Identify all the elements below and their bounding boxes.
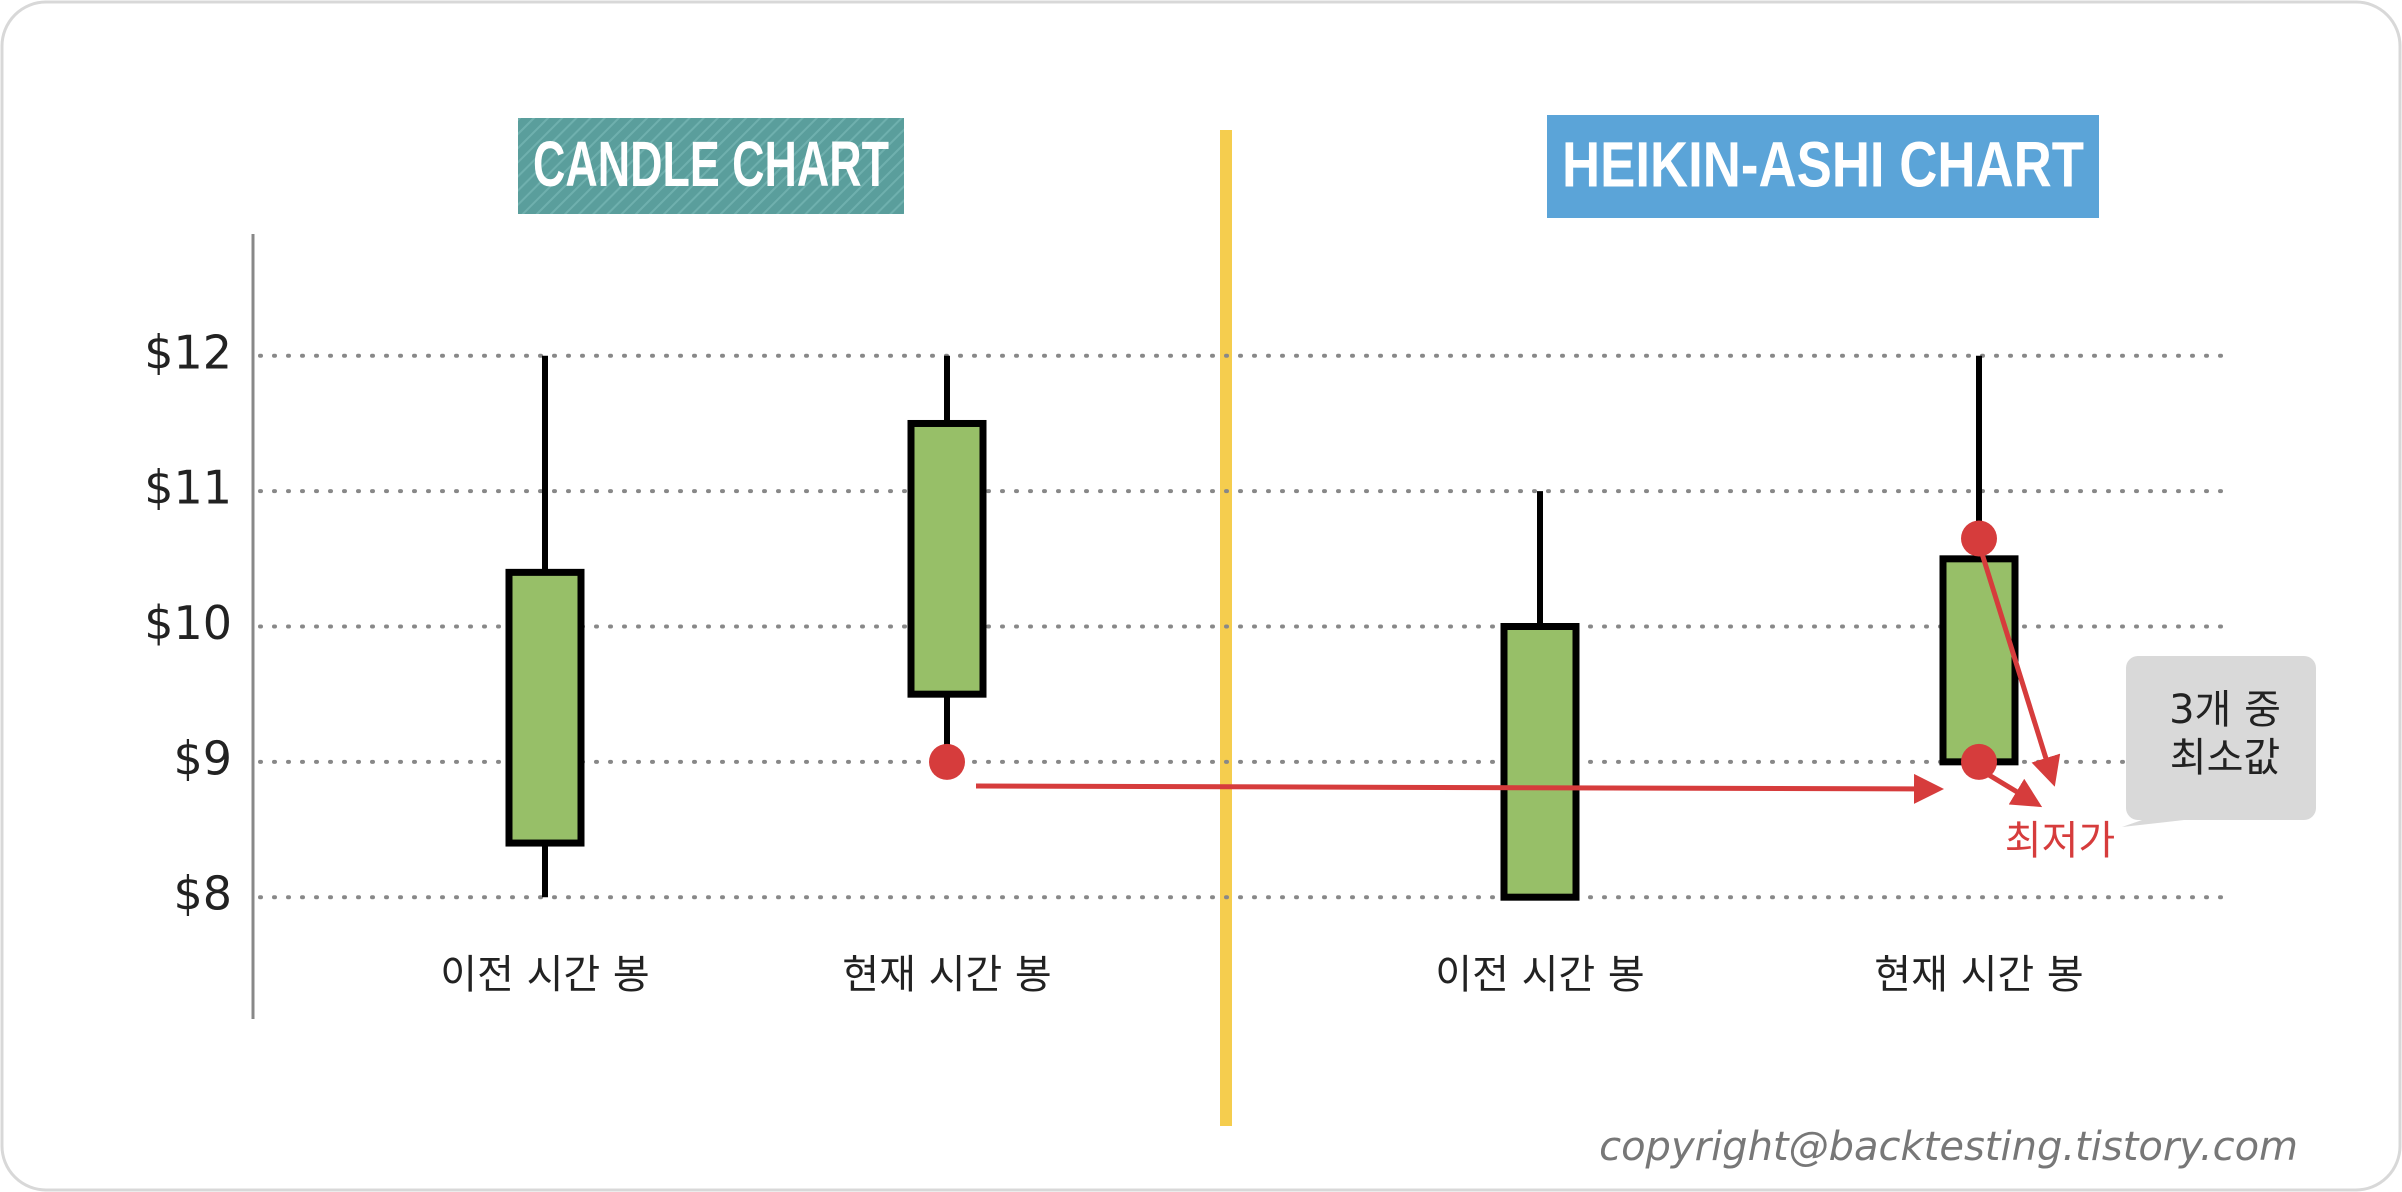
panel-title: HEIKIN-ASHI CHART: [1562, 128, 2084, 200]
x-tick-label: 현재 시간 봉: [842, 952, 1051, 998]
title-box: [518, 118, 904, 214]
y-tick-label: $8: [173, 867, 232, 921]
marker: [1961, 520, 1997, 557]
panel-title: CANDLE CHART: [533, 128, 889, 200]
x-tick-label: 현재 시간 봉: [1874, 952, 2083, 998]
candle-body: [907, 419, 987, 698]
arrow: [975, 773, 1944, 804]
callout-text: 3개 중: [2169, 687, 2281, 733]
marker: [1961, 743, 1997, 780]
copyright: copyright@backtesting.tistory.com: [1599, 1124, 2298, 1170]
x-tick-label: 이전 시간 봉: [1435, 952, 1644, 998]
arrow: [1976, 543, 2061, 787]
y-tick-label: $12: [144, 325, 232, 379]
callout-box: [2122, 656, 2316, 827]
annotation: 최저가: [2005, 818, 2115, 864]
y-tick-label: $9: [173, 731, 232, 785]
candle-body: [1500, 623, 1580, 901]
y-tick-label: $10: [144, 596, 232, 650]
candle-body: [1939, 555, 2019, 766]
x-tick-label: 이전 시간 봉: [440, 952, 649, 998]
marker: [929, 743, 965, 780]
candle-body: [505, 568, 585, 847]
y-tick-label: $11: [144, 461, 232, 515]
title-box: [1547, 115, 2099, 218]
callout-text: 최소값: [2170, 735, 2280, 781]
